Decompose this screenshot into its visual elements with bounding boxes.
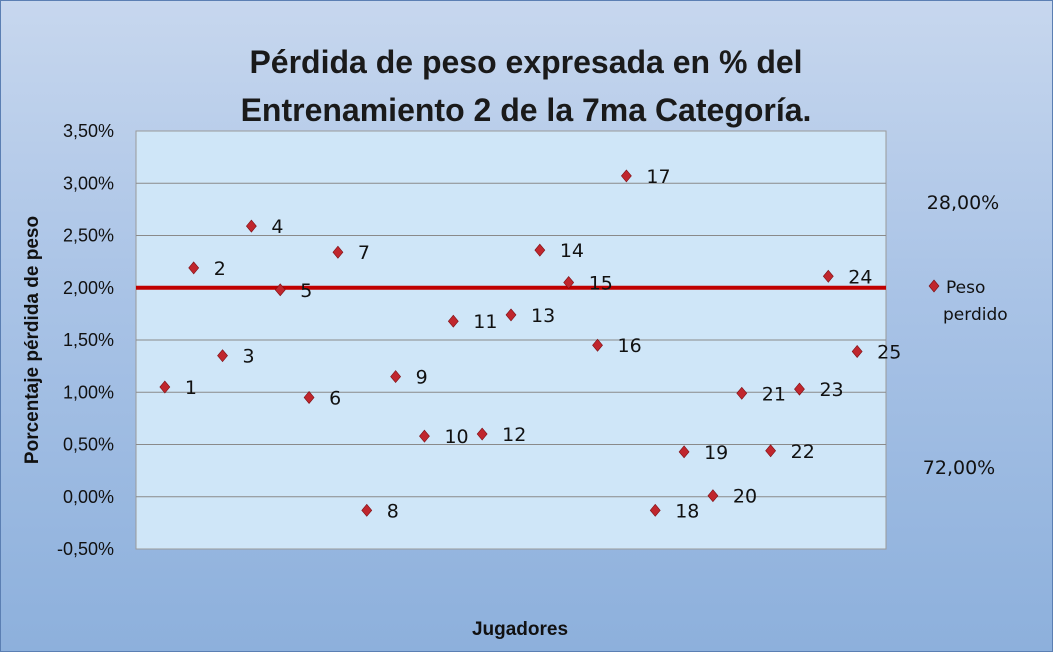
data-point	[534, 243, 546, 257]
data-point	[822, 269, 834, 283]
data-point-label: 2	[214, 258, 226, 280]
y-tick-label: 1,00%	[63, 382, 114, 402]
data-point-label: 5	[300, 280, 312, 302]
data-point	[592, 338, 603, 352]
data-point	[217, 349, 228, 363]
legend: Peso perdido	[928, 278, 1008, 325]
data-point	[447, 314, 459, 328]
chart-title-line-1: Pérdida de peso expresada en % del	[249, 44, 802, 80]
data-point-label: 1	[185, 377, 197, 399]
data-point-label: 17	[646, 166, 670, 188]
data-point	[274, 283, 286, 297]
data-point-label: 19	[704, 442, 728, 464]
y-tick-label: 3,50%	[63, 121, 114, 141]
data-point-label: 22	[791, 441, 815, 463]
data-point	[794, 382, 805, 396]
chart-title-line-2: Entrenamiento 2 de la 7ma Categoría.	[241, 92, 812, 128]
data-point-label: 24	[848, 266, 872, 288]
data-point	[390, 370, 402, 384]
annotation-28-percent: 28,00%	[927, 192, 999, 214]
chart-title: Pérdida de peso expresada en % del Entre…	[241, 44, 812, 128]
data-point-labels: 1234567891011121314151617181920212223242…	[185, 166, 901, 522]
legend-label-line-1: Peso	[946, 278, 985, 298]
data-point	[332, 245, 344, 259]
y-tick-label: 2,00%	[63, 278, 114, 298]
data-point	[851, 345, 863, 358]
data-point	[505, 308, 517, 322]
data-point	[707, 489, 719, 503]
data-point	[476, 427, 488, 441]
data-point	[620, 169, 632, 183]
legend-marker-icon	[928, 279, 940, 293]
data-point-label: 8	[387, 500, 399, 522]
data-point-label: 9	[416, 367, 428, 389]
y-tick-label: 1,50%	[63, 330, 114, 350]
data-point-label: 23	[819, 379, 843, 401]
y-tick-label: 3,00%	[63, 173, 114, 193]
y-tick-label: 2,50%	[63, 226, 114, 246]
data-point-label: 7	[358, 242, 370, 264]
data-point-label: 15	[589, 273, 613, 295]
data-point	[736, 386, 748, 400]
x-axis-label: Jugadores	[472, 619, 568, 640]
annotation-72-percent: 72,00%	[923, 457, 995, 479]
data-point-label: 25	[877, 341, 901, 363]
data-point	[678, 445, 690, 459]
data-point	[419, 429, 430, 443]
legend-label-line-2: perdido	[943, 305, 1008, 325]
data-point-label: 6	[329, 387, 341, 409]
data-point-label: 20	[733, 486, 757, 508]
data-point-label: 3	[243, 346, 255, 368]
data-points	[159, 169, 863, 517]
y-tick-label: 0,00%	[63, 487, 114, 507]
y-axis-label: Porcentaje pérdida de peso	[22, 216, 43, 464]
data-point	[159, 380, 171, 394]
data-point-label: 14	[560, 240, 584, 262]
data-point-label: 13	[531, 305, 555, 327]
data-point	[563, 276, 575, 289]
data-point-label: 21	[762, 383, 786, 405]
data-point-label: 18	[675, 500, 699, 522]
data-point	[245, 219, 257, 233]
y-tick-label: -0,50%	[57, 539, 114, 559]
data-point	[361, 503, 373, 517]
data-point-label: 16	[618, 335, 642, 357]
y-axis-ticks: -0,50% 0,00% 0,50% 1,00% 1,50% 2,00% 2,50% 3,00…	[57, 121, 114, 559]
data-point-label: 12	[502, 424, 526, 446]
data-point-label: 10	[444, 426, 468, 448]
data-point-label: 11	[473, 311, 497, 333]
data-point	[303, 391, 315, 404]
data-point-label: 4	[271, 216, 283, 238]
data-point	[649, 503, 661, 517]
data-point	[188, 261, 200, 275]
y-tick-label: 0,50%	[63, 435, 114, 455]
data-point	[765, 444, 777, 458]
